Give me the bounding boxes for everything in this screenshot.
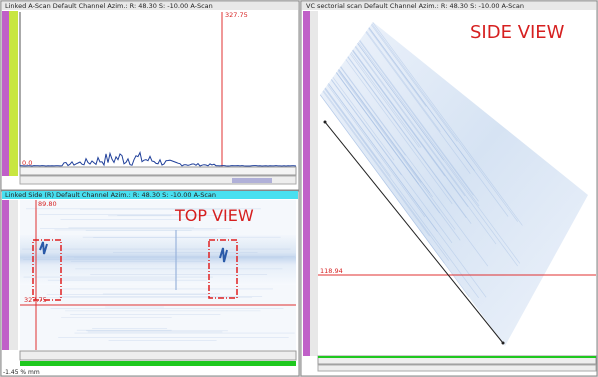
texture-line [338, 69, 433, 198]
texture-line [328, 83, 438, 232]
texture-line [331, 79, 453, 244]
side-view-header-bar [302, 2, 596, 10]
texture-line [349, 53, 420, 148]
scale-bar [317, 364, 597, 372]
texture-line [340, 66, 406, 156]
defect-box [32, 239, 62, 301]
texture-line [322, 90, 430, 237]
cursor-label: 89.80 [38, 200, 57, 208]
ruler-green [9, 11, 18, 176]
texture-line [357, 43, 521, 264]
texture-line [357, 43, 444, 161]
texture-line [368, 28, 427, 107]
texture-line [336, 72, 420, 185]
texture-line [338, 69, 431, 194]
texture-line [370, 24, 458, 142]
a-scan-panel [0, 0, 300, 191]
side-view-header: VC sectorial scan Default Channel Azim.:… [306, 2, 524, 10]
texture-line [324, 88, 479, 298]
texture-line [368, 27, 475, 171]
texture-line [328, 83, 487, 298]
indication [39, 241, 228, 263]
texture-line [359, 39, 479, 202]
defect-box [208, 239, 238, 299]
texture-line [335, 72, 440, 214]
texture-line [336, 72, 461, 241]
texture-line [372, 22, 523, 226]
texture-line [327, 84, 426, 218]
range-gate [232, 178, 272, 183]
texture-line [347, 56, 467, 219]
status: -1.45 % mm [3, 369, 40, 376]
texture-line [330, 79, 402, 176]
weld-streak [20, 235, 296, 285]
scan-texture [319, 22, 523, 298]
beam-point [323, 120, 327, 124]
ruler-purple [2, 200, 9, 350]
ruler-purple [303, 11, 310, 356]
texture-line [352, 49, 497, 245]
texture-line [358, 41, 480, 207]
progress-bar [318, 356, 596, 358]
a-scan-header: Linked A-Scan Default Channel Azim.: R: … [5, 2, 213, 10]
texture-line [371, 23, 518, 222]
texture-line [332, 77, 395, 161]
texture-line [323, 90, 450, 261]
texture-line [324, 87, 391, 177]
texture-line [337, 70, 456, 230]
scale-bar [19, 175, 297, 185]
texture-line [350, 52, 422, 148]
texture-line [337, 69, 422, 183]
texture-line [352, 50, 446, 177]
amplitude-label: 0.0 [22, 159, 32, 167]
texture-line [365, 31, 471, 174]
scale-bar [19, 166, 297, 176]
ruler-purple [2, 11, 9, 176]
texture-line [354, 46, 466, 197]
a-scan-signal [19, 150, 297, 167]
ruler [9, 200, 18, 350]
sectorial-scan [320, 22, 588, 346]
texture-line [368, 27, 509, 217]
top-view-header-bar [2, 191, 298, 199]
a-scan-header-bar [2, 2, 298, 10]
texture-line [340, 66, 489, 267]
ruler [310, 11, 318, 356]
texture-line [345, 59, 453, 204]
texture-line [352, 49, 469, 208]
beam-line [324, 121, 504, 344]
texture-line [359, 40, 474, 196]
texture-line [324, 87, 381, 164]
texture-line [319, 94, 470, 298]
cursor-label: 327.75 [225, 11, 248, 19]
texture-line [319, 94, 445, 264]
top-view-title: TOP VIEW [174, 206, 254, 225]
top-view-header: Linked Side (R) Default Channel Azim.: R… [5, 191, 216, 199]
cursor-label: 118.94 [320, 267, 343, 275]
scan-texture [22, 208, 295, 341]
texture-line [366, 30, 441, 132]
progress-bar [20, 361, 296, 366]
scale-bar [19, 350, 297, 361]
beam-point [501, 341, 505, 345]
texture-line [355, 45, 518, 267]
texture-line [347, 56, 472, 224]
side-view-title: SIDE VIEW [470, 22, 565, 43]
